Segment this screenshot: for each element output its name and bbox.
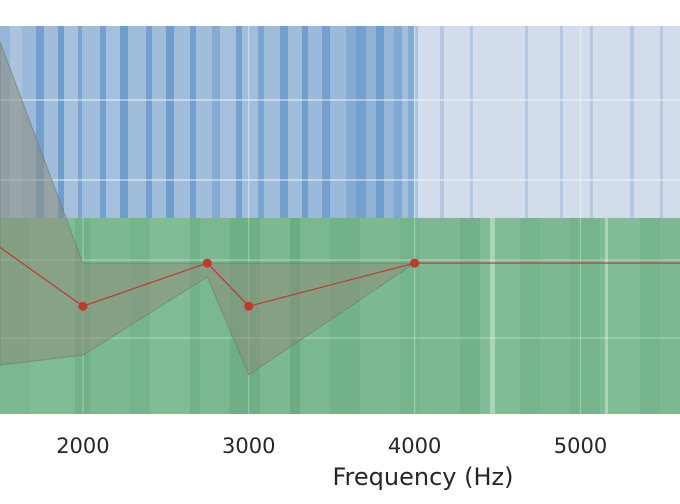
x-tick-label: 3000	[222, 434, 275, 458]
top-stripe	[414, 26, 418, 218]
top-stripe	[128, 26, 146, 218]
bottom-stripe	[600, 218, 640, 414]
top-stripe	[36, 26, 44, 218]
top-stripe	[64, 26, 78, 218]
top-stripe	[196, 26, 212, 218]
data-point	[202, 258, 212, 268]
top-stripe	[146, 26, 152, 218]
bottom-stripe	[150, 218, 190, 414]
data-point	[244, 301, 254, 311]
x-axis-label: Frequency (Hz)	[333, 463, 514, 491]
bottom-stripe	[640, 218, 660, 414]
top-stripe	[212, 26, 220, 218]
top-panel-background	[0, 26, 680, 218]
top-stripe	[660, 26, 663, 218]
bottom-stripe	[570, 218, 600, 414]
top-stripe	[264, 26, 280, 218]
top-stripe	[356, 26, 366, 218]
top-stripe	[220, 26, 236, 218]
top-stripe	[330, 26, 346, 218]
top-stripe	[630, 26, 634, 218]
top-stripe	[174, 26, 190, 218]
bottom-stripe	[460, 218, 480, 414]
bottom-stripe	[360, 218, 400, 414]
top-stripe	[84, 26, 100, 218]
top-stripe	[384, 26, 394, 218]
top-stripe	[106, 26, 120, 218]
top-stripe	[242, 26, 258, 218]
top-stripe	[120, 26, 128, 218]
top-stripe	[236, 26, 242, 218]
top-stripe	[590, 26, 593, 218]
top-stripe	[100, 26, 106, 218]
top-stripe	[402, 26, 408, 218]
top-stripe	[322, 26, 330, 218]
bottom-stripe	[605, 218, 608, 414]
top-stripe	[346, 26, 356, 218]
bottom-stripe	[660, 218, 680, 414]
top-stripe	[152, 26, 166, 218]
top-stripe	[560, 26, 563, 218]
top-stripe	[394, 26, 402, 218]
bottom-stripe	[190, 218, 200, 414]
top-stripe	[308, 26, 322, 218]
x-tick-label: 4000	[388, 434, 441, 458]
bottom-stripe	[540, 218, 570, 414]
x-tick-label: 5000	[554, 434, 607, 458]
data-point	[78, 301, 88, 311]
top-stripe	[280, 26, 288, 218]
bottom-stripe	[520, 218, 540, 414]
top-stripe	[166, 26, 174, 218]
top-stripe	[190, 26, 196, 218]
top-stripe	[408, 26, 414, 218]
top-stripe	[258, 26, 264, 218]
top-stripe	[376, 26, 384, 218]
x-tick-label: 2000	[56, 434, 109, 458]
top-stripe	[288, 26, 302, 218]
top-stripe	[440, 26, 444, 218]
top-stripe	[525, 26, 528, 218]
top-stripe	[302, 26, 308, 218]
bottom-stripe	[490, 218, 495, 414]
bottom-stripe	[420, 218, 460, 414]
top-stripe	[78, 26, 84, 218]
data-point	[410, 258, 420, 268]
bottom-stripe	[400, 218, 420, 414]
top-stripe	[366, 26, 376, 218]
series-line	[0, 246, 680, 307]
bottom-panel	[0, 41, 680, 414]
top-stripe	[58, 26, 64, 218]
top-stripe	[470, 26, 473, 218]
x-axis-ticks: 2000 3000 4000 5000	[56, 434, 607, 458]
bottom-stripe	[480, 218, 520, 414]
top-panel	[0, 26, 680, 218]
